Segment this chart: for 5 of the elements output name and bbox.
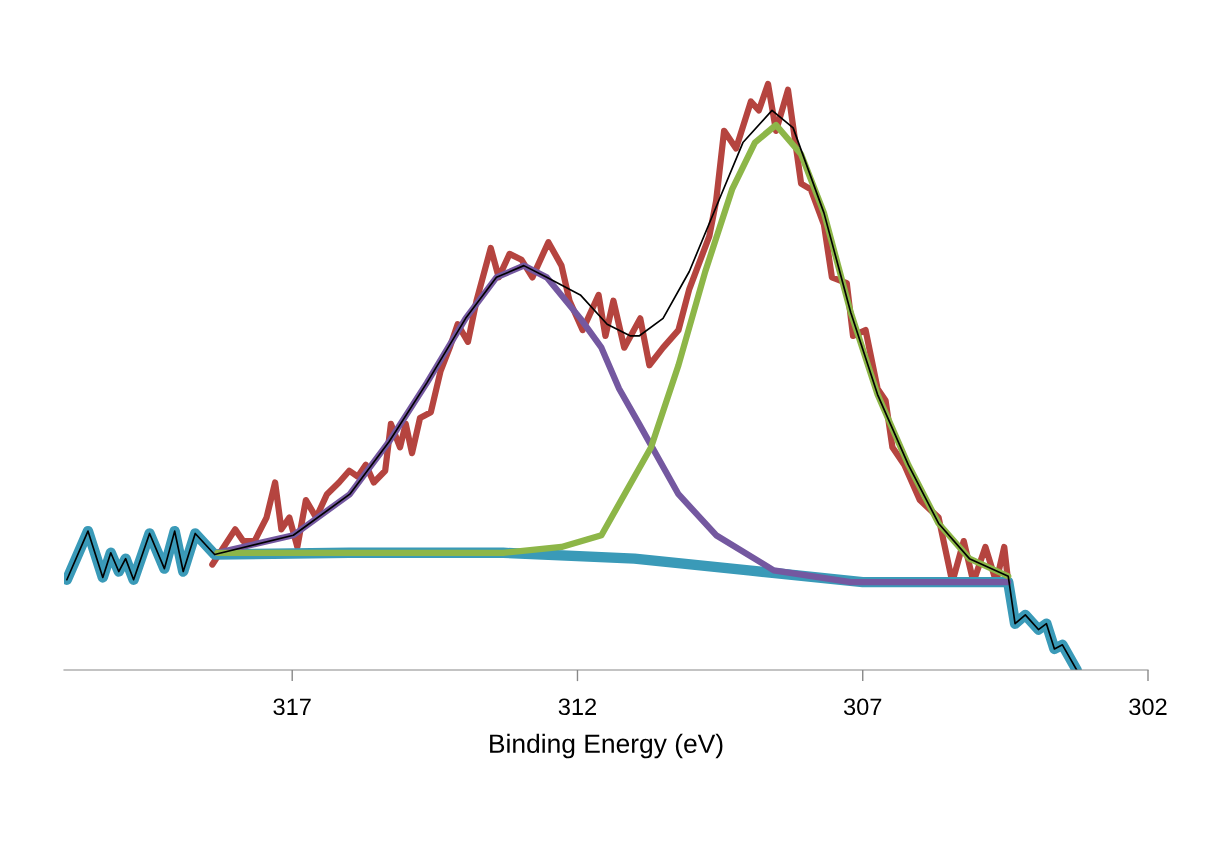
x-tick-label: 307	[843, 698, 882, 716]
x-tick-label: 312	[558, 698, 596, 716]
x-axis-title: Binding Energy (eV)	[490, 733, 723, 759]
x-tick-label: 302	[1129, 698, 1167, 716]
x-tick-label: 317	[273, 698, 311, 716]
